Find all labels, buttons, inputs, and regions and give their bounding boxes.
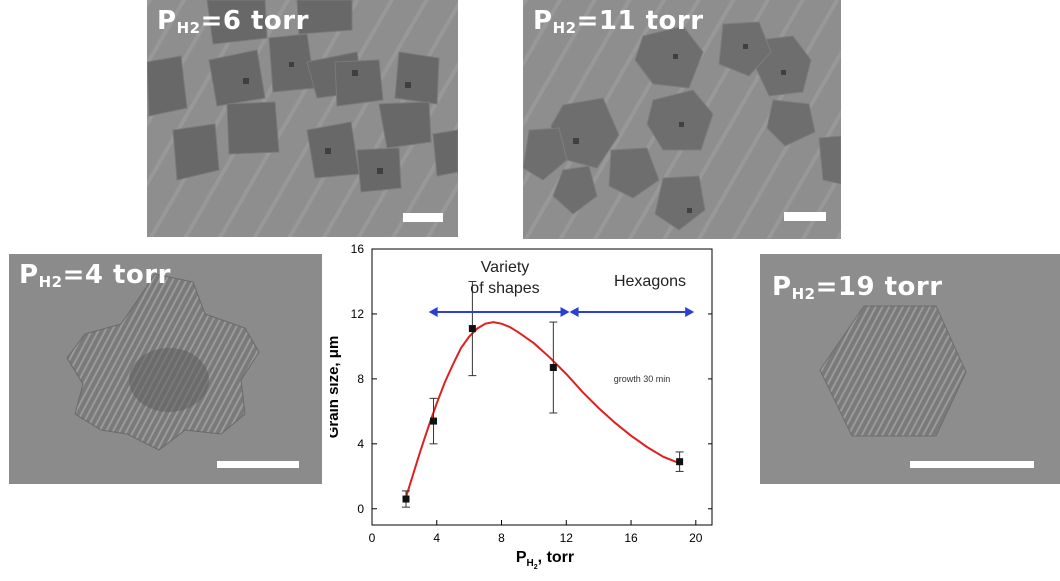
variety-arrow-head-right (560, 307, 570, 317)
sem-micrograph-11-torr (523, 0, 841, 239)
annotation-variety-line2: of shapes (470, 280, 539, 297)
data-point (549, 364, 557, 372)
panel-label-19-torr: PH2=19 torr (772, 272, 943, 303)
x-tick-label: 8 (498, 531, 505, 545)
y-axis-label: Grain size, μm (330, 336, 342, 439)
plot-frame (371, 248, 713, 526)
hexagons-arrow-head-left (569, 307, 579, 317)
hexagons-arrow-head-right (685, 307, 695, 317)
sem-image-11-torr: PH2=11 torr (523, 0, 841, 239)
variety-arrow-head-left (428, 307, 438, 317)
sem-micrograph-6-torr (147, 0, 458, 237)
grain-size-chart: 0 4 8 12 16 20 0 4 8 12 16 Grain size, μm PH2, tor… (330, 242, 713, 571)
sem-image-4-torr: PH2=4 torr (9, 254, 322, 484)
annotation-growth: growth 30 min (614, 374, 671, 384)
data-point (402, 495, 410, 503)
scale-bar (784, 212, 826, 221)
x-tick-label: 12 (560, 531, 574, 545)
x-tick-label: 0 (369, 531, 376, 545)
panel-label-4-torr: PH2=4 torr (19, 260, 171, 291)
x-axis-label: PH2, torr (516, 549, 574, 571)
x-tick-label: 4 (433, 531, 440, 545)
annotation-hexagons: Hexagons (614, 273, 686, 290)
data-point (676, 458, 684, 466)
y-tick-label: 8 (357, 372, 364, 386)
scale-bar (403, 213, 443, 222)
y-tick-label: 0 (357, 502, 364, 516)
scale-bar (217, 461, 299, 468)
data-point (468, 325, 476, 333)
panel-label-11-torr: PH2=11 torr (533, 6, 704, 37)
sem-micrograph-19-torr (760, 254, 1060, 484)
axis-ticks: 0 4 8 12 16 20 0 4 8 12 16 (351, 242, 712, 545)
sem-image-19-torr: PH2=19 torr (760, 254, 1060, 484)
x-tick-label: 16 (624, 531, 638, 545)
y-tick-label: 12 (351, 307, 365, 321)
sem-image-6-torr: PH2=6 torr (147, 0, 458, 237)
panel-label-6-torr: PH2=6 torr (157, 6, 309, 37)
scale-bar (910, 461, 1034, 468)
y-tick-label: 16 (351, 242, 365, 256)
chart-marks (402, 280, 695, 508)
annotation-variety-line1: Variety (481, 259, 530, 276)
x-tick-label: 20 (689, 531, 703, 545)
y-tick-label: 4 (357, 437, 364, 451)
sem-micrograph-4-torr (9, 254, 322, 484)
fit-curve (403, 321, 680, 503)
data-point (430, 417, 438, 425)
